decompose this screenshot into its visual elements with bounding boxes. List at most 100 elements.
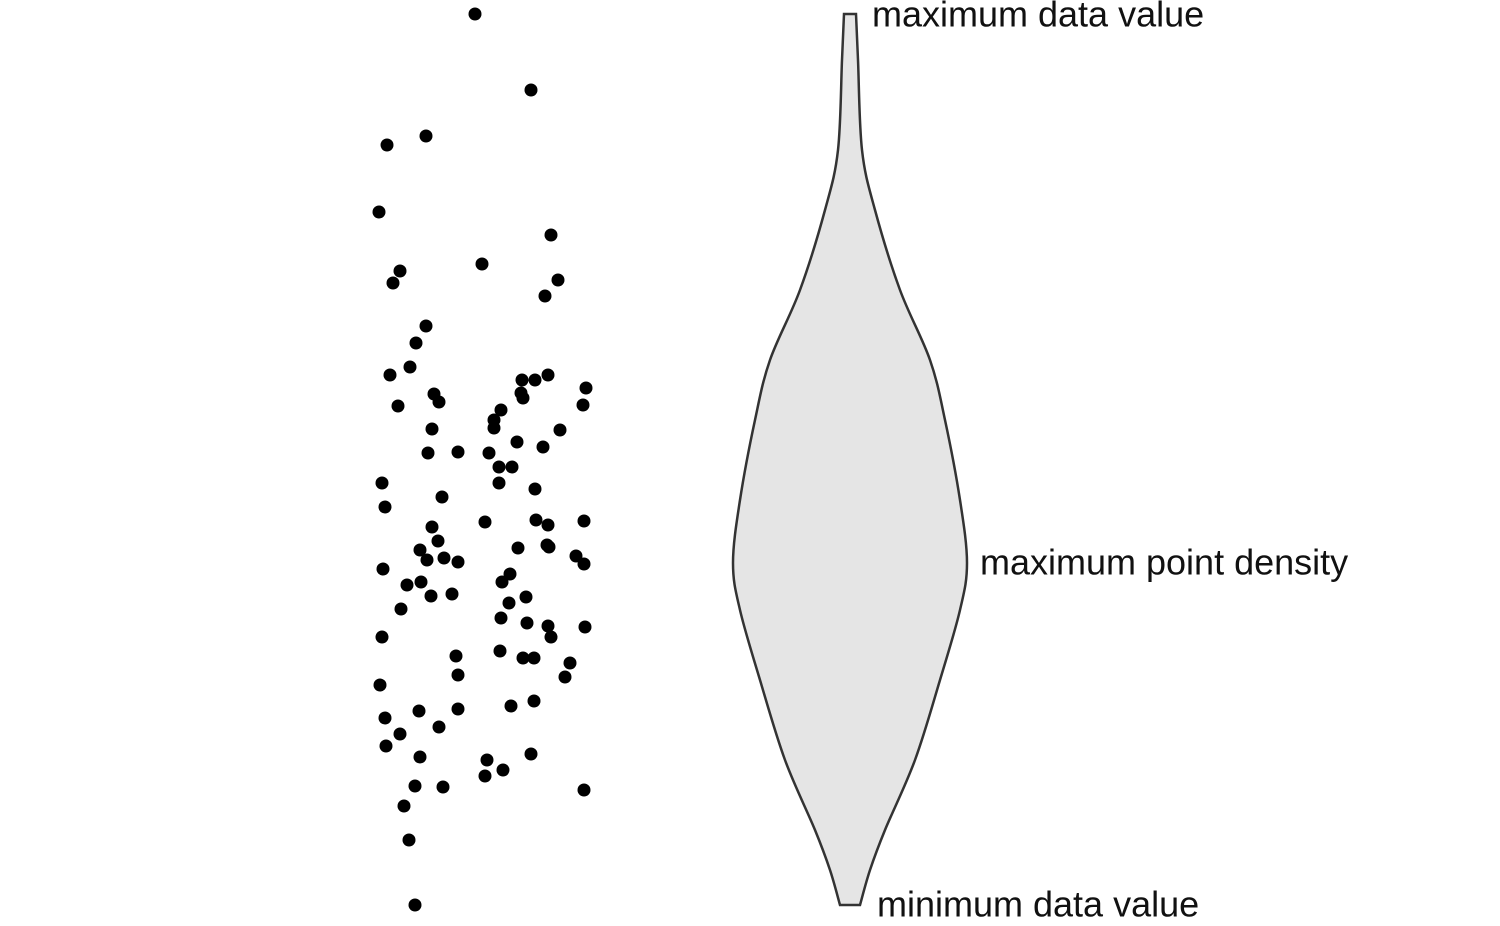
point bbox=[420, 553, 434, 567]
point bbox=[505, 460, 519, 474]
point bbox=[576, 398, 590, 412]
point bbox=[402, 833, 416, 847]
point bbox=[541, 368, 555, 382]
point bbox=[520, 616, 534, 630]
point bbox=[519, 590, 533, 604]
point bbox=[528, 482, 542, 496]
point bbox=[375, 630, 389, 644]
point bbox=[408, 898, 422, 912]
point bbox=[379, 739, 393, 753]
point bbox=[542, 540, 556, 554]
point bbox=[451, 702, 465, 716]
violin-shape bbox=[731, 12, 969, 907]
point bbox=[475, 257, 489, 271]
point bbox=[544, 630, 558, 644]
point bbox=[432, 720, 446, 734]
point bbox=[394, 602, 408, 616]
point bbox=[524, 83, 538, 97]
point bbox=[425, 422, 439, 436]
point bbox=[478, 769, 492, 783]
point bbox=[478, 515, 492, 529]
point bbox=[538, 289, 552, 303]
point bbox=[516, 391, 530, 405]
point bbox=[437, 551, 451, 565]
point bbox=[421, 446, 435, 460]
point bbox=[544, 228, 558, 242]
point bbox=[515, 373, 529, 387]
point bbox=[578, 620, 592, 634]
point bbox=[413, 750, 427, 764]
point bbox=[380, 138, 394, 152]
point bbox=[492, 460, 506, 474]
point bbox=[419, 129, 433, 143]
point bbox=[413, 543, 427, 557]
strip-points bbox=[372, 7, 593, 912]
point bbox=[516, 651, 530, 665]
point bbox=[375, 476, 389, 490]
max-value-label: maximum data value bbox=[872, 0, 1204, 35]
point bbox=[414, 575, 428, 589]
point bbox=[468, 7, 482, 21]
point bbox=[577, 783, 591, 797]
point bbox=[541, 518, 555, 532]
point bbox=[393, 727, 407, 741]
point bbox=[502, 596, 516, 610]
point bbox=[451, 668, 465, 682]
point bbox=[577, 514, 591, 528]
point bbox=[495, 575, 509, 589]
point bbox=[449, 649, 463, 663]
point bbox=[451, 445, 465, 459]
point bbox=[376, 562, 390, 576]
point bbox=[378, 500, 392, 514]
point bbox=[435, 490, 449, 504]
point bbox=[424, 589, 438, 603]
point bbox=[569, 549, 583, 563]
point bbox=[378, 711, 392, 725]
point bbox=[503, 567, 517, 581]
point bbox=[553, 423, 567, 437]
point bbox=[492, 476, 506, 490]
point bbox=[551, 273, 565, 287]
point bbox=[493, 644, 507, 658]
point bbox=[409, 336, 423, 350]
point bbox=[397, 799, 411, 813]
point bbox=[511, 541, 525, 555]
min-value-label: minimum data value bbox=[877, 884, 1199, 925]
point bbox=[482, 446, 496, 460]
point bbox=[393, 264, 407, 278]
point bbox=[528, 373, 542, 387]
point bbox=[496, 763, 510, 777]
point bbox=[400, 578, 414, 592]
point bbox=[577, 557, 591, 571]
point bbox=[558, 670, 572, 684]
point bbox=[563, 656, 577, 670]
point bbox=[436, 780, 450, 794]
point bbox=[445, 587, 459, 601]
point bbox=[494, 403, 508, 417]
point bbox=[431, 534, 445, 548]
point bbox=[383, 368, 397, 382]
point bbox=[391, 399, 405, 413]
point bbox=[386, 276, 400, 290]
point bbox=[412, 704, 426, 718]
point bbox=[403, 360, 417, 374]
point bbox=[536, 440, 550, 454]
point bbox=[432, 395, 446, 409]
point bbox=[494, 611, 508, 625]
point bbox=[504, 699, 518, 713]
point bbox=[487, 421, 501, 435]
point bbox=[480, 753, 494, 767]
point bbox=[419, 319, 433, 333]
point bbox=[541, 619, 555, 633]
point bbox=[451, 555, 465, 569]
point bbox=[579, 381, 593, 395]
point bbox=[527, 651, 541, 665]
point bbox=[524, 747, 538, 761]
point bbox=[373, 678, 387, 692]
point bbox=[510, 435, 524, 449]
max-density-label: maximum point density bbox=[980, 542, 1348, 583]
point bbox=[529, 513, 543, 527]
point bbox=[408, 779, 422, 793]
point bbox=[527, 694, 541, 708]
